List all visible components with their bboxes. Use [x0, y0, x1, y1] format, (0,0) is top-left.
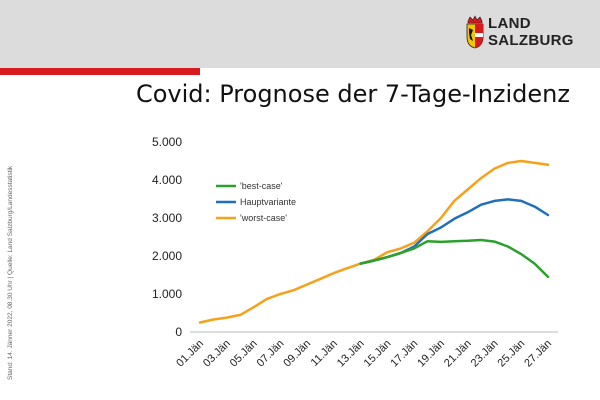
salzburg-crest-icon	[466, 15, 484, 49]
x-tick-label: 17.Jän	[388, 338, 420, 370]
y-tick-label: 2.000	[152, 249, 182, 263]
x-tick-label: 19.Jän	[415, 338, 447, 370]
x-tick-label: 09.Jän	[281, 338, 313, 370]
x-tick-label: 05.Jän	[228, 338, 260, 370]
x-tick-label: 23.Jän	[469, 338, 501, 370]
x-tick-label: 21.Jän	[442, 338, 474, 370]
land-salzburg-logo: LAND SALZBURG	[465, 15, 585, 51]
x-tick-label: 01.Jän	[174, 338, 206, 370]
header-bar	[0, 0, 600, 68]
y-tick-label: 5.000	[152, 135, 182, 149]
x-tick-label: 11.Jän	[309, 338, 340, 369]
y-tick-label: 4.000	[152, 173, 182, 187]
x-tick-label: 25.Jän	[496, 338, 528, 370]
legend-label: Hauptvariante	[240, 197, 296, 207]
x-tick-label: 13.Jän	[335, 338, 367, 370]
x-tick-label: 27.Jän	[522, 338, 554, 370]
y-tick-label: 3.000	[152, 211, 182, 225]
y-tick-label: 0	[175, 325, 182, 339]
x-tick-label: 15.Jän	[362, 338, 394, 370]
brand-line-1: LAND	[488, 15, 531, 32]
x-tick-label: 07.Jän	[255, 338, 287, 370]
red-accent-bar	[0, 68, 200, 75]
y-tick-label: 1.000	[152, 287, 182, 301]
page-title: Covid: Prognose der 7-Tage-Inzidenz	[135, 80, 570, 108]
brand-line-2: SALZBURG	[488, 32, 574, 49]
series-line-best-case	[359, 238, 550, 279]
legend-label: 'best-case'	[240, 181, 283, 191]
legend-label: 'worst-case'	[240, 213, 287, 223]
x-tick-label: 03.Jän	[201, 338, 233, 370]
